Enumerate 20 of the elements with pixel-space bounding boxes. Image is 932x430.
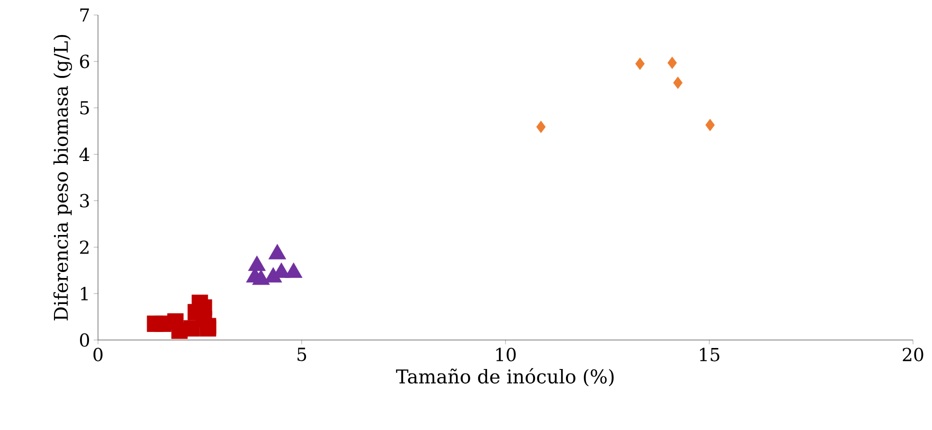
y-tick-label: 3 xyxy=(80,194,89,208)
x-axis-title: Tamaño de inóculo (%) xyxy=(396,368,614,386)
point xyxy=(635,58,645,70)
x-tick-label: 0 xyxy=(93,348,103,362)
point xyxy=(673,76,683,89)
point xyxy=(705,118,715,132)
y-tick-label: 4 xyxy=(79,148,90,161)
y-tick-label: 1 xyxy=(81,286,88,300)
y-tick-label: 2 xyxy=(80,240,88,254)
x-tick-label: 15 xyxy=(700,348,720,362)
y-tick-label: 5 xyxy=(80,101,89,115)
y-tick-label: 0 xyxy=(80,333,90,347)
y-tick-label: 7 xyxy=(80,8,89,22)
y-axis-title: Diferencia peso biomasa (g/L) xyxy=(53,35,72,320)
x-tick-label: 10 xyxy=(496,348,516,362)
y-tick-label: 6 xyxy=(80,54,90,68)
x-tick-label: 20 xyxy=(902,348,924,362)
point xyxy=(667,56,677,69)
point xyxy=(536,120,546,134)
x-tick-label: 5 xyxy=(298,348,306,362)
